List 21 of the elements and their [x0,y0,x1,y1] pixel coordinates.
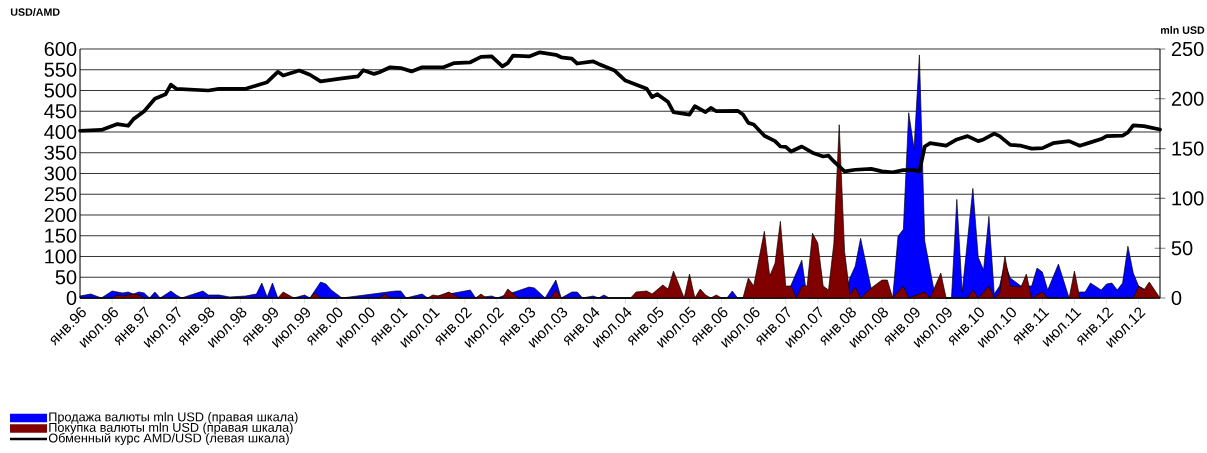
y-tick-label: 550 [44,62,77,77]
y2-tick-label: 250 [1171,41,1204,57]
y-tick-label: 500 [44,83,77,98]
y-tick-label: 300 [44,166,77,181]
y2-tick-label: 0 [1171,290,1182,306]
y-tick-label: 150 [45,228,77,243]
y2-tick-label: 100 [1172,191,1204,206]
y-tick-label: 350 [44,145,77,160]
y-tick-label: 0 [66,290,77,306]
y2-tick-label: 50 [1171,241,1193,256]
y2-tick-label: 200 [1171,91,1204,106]
y-tick-label: 450 [44,104,77,119]
y-axis-title: USD/AMD [10,8,60,16]
y-tick-label: 200 [44,207,77,223]
y2-axis-title: mln USD [1160,26,1205,34]
y2-tick-label: 150 [1172,141,1204,156]
y-tick-label: 400 [44,124,77,140]
y-tick-label: 50 [55,270,77,285]
y-tick-label: 250 [44,187,77,202]
y-tick-label: 600 [44,41,77,57]
y-tick-label: 100 [45,249,77,264]
